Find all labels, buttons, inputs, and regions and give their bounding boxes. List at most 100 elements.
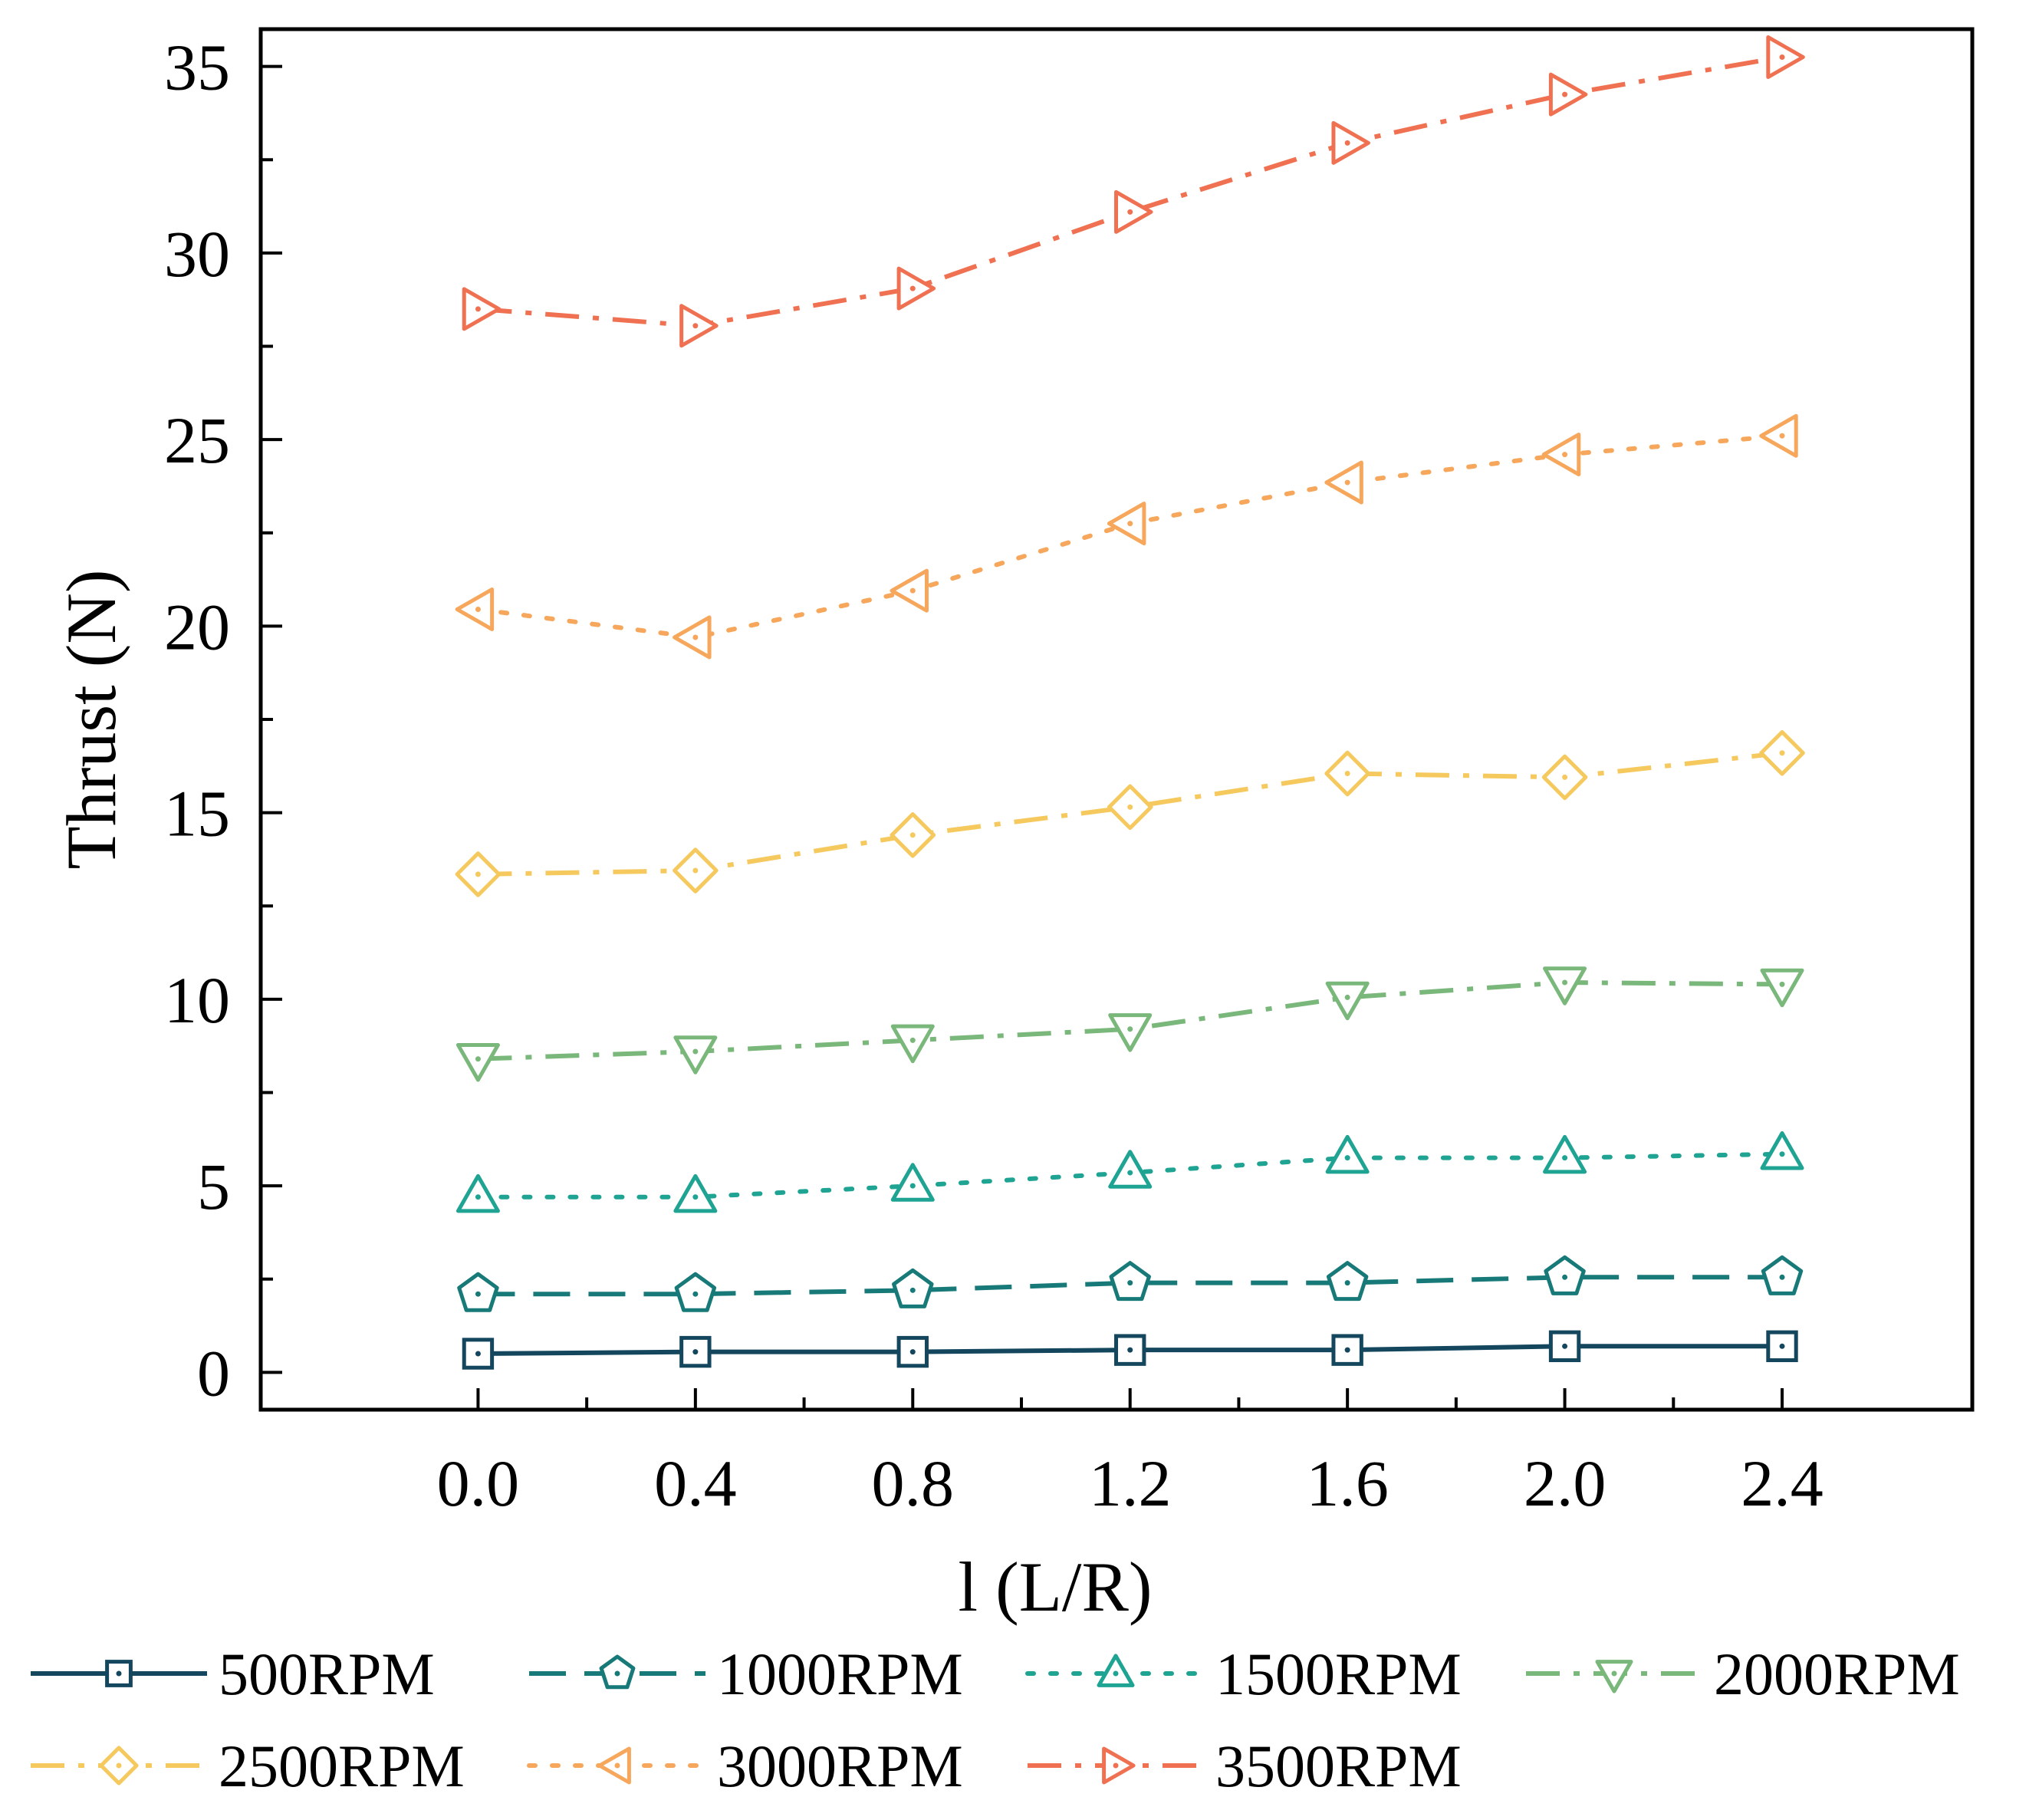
legend-label-2500rpm: 2500RPM bbox=[219, 1733, 465, 1799]
series-line-3500rpm bbox=[478, 54, 1783, 328]
legend-label-1500rpm: 1500RPM bbox=[1215, 1641, 1462, 1707]
data-point-1500rpm bbox=[1760, 1131, 1804, 1170]
data-point-3000rpm bbox=[673, 615, 712, 660]
data-point-2500rpm-center-dot bbox=[1344, 771, 1350, 777]
data-point-1500rpm-center-dot bbox=[1779, 1151, 1785, 1157]
data-point-2500rpm-center-dot bbox=[1562, 774, 1568, 780]
x-tick-label: 0.0 bbox=[437, 1446, 520, 1520]
legend-item-2000rpm: 2000RPM bbox=[1526, 1641, 1960, 1707]
legend-item-1000rpm: 1000RPM bbox=[529, 1641, 963, 1707]
data-point-1500rpm bbox=[1543, 1134, 1587, 1174]
data-point-1000rpm-center-dot bbox=[692, 1291, 699, 1297]
series-3500rpm bbox=[462, 35, 1805, 348]
data-point-2000rpm-center-dot bbox=[692, 1048, 699, 1055]
data-point-1500rpm bbox=[673, 1173, 718, 1213]
data-point-3500rpm bbox=[896, 266, 936, 311]
data-point-3500rpm-center-dot bbox=[1344, 140, 1350, 146]
data-point-3500rpm-center-dot bbox=[1779, 54, 1785, 60]
legend-marker-3000rpm-center-dot bbox=[614, 1762, 620, 1769]
data-point-1500rpm-center-dot bbox=[1344, 1155, 1350, 1161]
legend-label-3000rpm: 3000RPM bbox=[717, 1733, 963, 1799]
data-point-3500rpm bbox=[1548, 72, 1588, 117]
y-tick-label: 15 bbox=[164, 777, 230, 851]
data-point-1000rpm-center-dot bbox=[1779, 1274, 1785, 1280]
data-point-3000rpm-center-dot bbox=[1127, 521, 1133, 527]
x-tick-label: 2.0 bbox=[1524, 1446, 1607, 1520]
data-point-500rpm-center-dot bbox=[909, 1349, 916, 1355]
data-point-2500rpm-center-dot bbox=[1127, 804, 1133, 810]
data-point-1000rpm-center-dot bbox=[1344, 1280, 1350, 1286]
data-point-2000rpm-center-dot bbox=[1779, 981, 1785, 987]
data-point-1500rpm bbox=[1108, 1150, 1153, 1189]
legend-item-3500rpm: 3500RPM bbox=[1028, 1733, 1462, 1799]
data-point-3000rpm bbox=[455, 587, 495, 631]
legend-label-500rpm: 500RPM bbox=[219, 1641, 435, 1707]
legend: 500RPM 1000RPM 1500RPM 2000RPM 2500RPM 3000RP… bbox=[31, 1641, 1960, 1799]
data-point-3000rpm bbox=[890, 568, 929, 613]
data-point-1500rpm-center-dot bbox=[909, 1183, 916, 1189]
data-point-2000rpm bbox=[1760, 968, 1804, 1008]
data-point-3000rpm bbox=[1759, 413, 1798, 458]
y-tick-label: 25 bbox=[164, 403, 230, 477]
data-point-3500rpm-center-dot bbox=[692, 323, 699, 329]
x-axis-title: l (L/R) bbox=[959, 1548, 1153, 1626]
y-tick-label: 35 bbox=[164, 31, 230, 104]
data-point-500rpm-center-dot bbox=[1779, 1343, 1785, 1349]
series-2500rpm bbox=[455, 729, 1805, 897]
x-tick-label: 2.4 bbox=[1741, 1446, 1824, 1520]
legend-marker-2000rpm-center-dot bbox=[1611, 1670, 1617, 1677]
data-point-2000rpm bbox=[673, 1035, 718, 1075]
y-tick-label: 5 bbox=[197, 1150, 230, 1223]
y-axis-title: Thrust (N) bbox=[52, 570, 130, 870]
data-point-2500rpm-center-dot bbox=[692, 867, 699, 874]
axes-layer: 0 5 10 15 20 25 30 35 0.0 0.4 0.8 1.2 1.6 2.0 2.4 l (L/… bbox=[52, 27, 1975, 1626]
data-point-1500rpm-center-dot bbox=[475, 1194, 481, 1200]
data-point-500rpm-center-dot bbox=[692, 1349, 699, 1355]
series-3000rpm bbox=[455, 413, 1798, 660]
data-point-2000rpm-center-dot bbox=[1344, 994, 1350, 1000]
data-point-500rpm-center-dot bbox=[1127, 1347, 1133, 1353]
series-500rpm bbox=[462, 1330, 1798, 1370]
y-tick-label: 30 bbox=[164, 217, 230, 291]
data-point-1000rpm-center-dot bbox=[1127, 1280, 1133, 1286]
series-2000rpm bbox=[455, 966, 1804, 1082]
data-point-2000rpm-center-dot bbox=[475, 1056, 481, 1062]
legend-item-2500rpm: 2500RPM bbox=[31, 1733, 465, 1799]
legend-item-3000rpm: 3000RPM bbox=[527, 1733, 963, 1799]
data-point-2000rpm bbox=[455, 1043, 500, 1082]
data-point-500rpm-center-dot bbox=[1562, 1343, 1568, 1349]
legend-label-3500rpm: 3500RPM bbox=[1215, 1733, 1462, 1799]
x-tick-label: 1.6 bbox=[1306, 1446, 1389, 1520]
data-point-1500rpm bbox=[1325, 1134, 1370, 1174]
data-point-2000rpm bbox=[1543, 966, 1587, 1005]
data-point-3000rpm bbox=[1541, 433, 1581, 477]
legend-marker-1000rpm-center-dot bbox=[614, 1670, 620, 1677]
data-point-3500rpm bbox=[1766, 35, 1805, 79]
data-point-3500rpm-center-dot bbox=[475, 306, 481, 312]
data-point-2500rpm-center-dot bbox=[909, 832, 916, 838]
legend-label-2000rpm: 2000RPM bbox=[1714, 1641, 1960, 1707]
data-point-2500rpm-center-dot bbox=[475, 871, 481, 877]
x-tick-label: 0.4 bbox=[654, 1446, 737, 1520]
data-point-3500rpm bbox=[462, 287, 502, 331]
data-point-1000rpm-center-dot bbox=[909, 1287, 916, 1293]
legend-marker-1500rpm-center-dot bbox=[1113, 1670, 1119, 1677]
data-point-2000rpm-center-dot bbox=[909, 1037, 916, 1043]
data-point-3500rpm bbox=[679, 304, 719, 348]
legend-marker-3500rpm-center-dot bbox=[1113, 1762, 1119, 1769]
data-point-3500rpm bbox=[1114, 189, 1153, 234]
data-point-3000rpm-center-dot bbox=[909, 587, 916, 594]
legend-marker-500rpm-center-dot bbox=[116, 1670, 122, 1677]
legend-item-1500rpm: 1500RPM bbox=[1025, 1641, 1462, 1707]
data-point-2500rpm-center-dot bbox=[1779, 750, 1785, 756]
data-point-3500rpm-center-dot bbox=[1127, 209, 1133, 215]
legend-marker-2500rpm-center-dot bbox=[116, 1762, 122, 1769]
series-1500rpm bbox=[455, 1131, 1804, 1213]
data-point-3500rpm bbox=[1331, 120, 1370, 165]
data-point-2000rpm-center-dot bbox=[1562, 979, 1568, 986]
legend-marker-2000rpm bbox=[1595, 1660, 1633, 1693]
data-point-2000rpm bbox=[1325, 981, 1370, 1021]
data-point-2000rpm-center-dot bbox=[1127, 1026, 1133, 1032]
series-layer bbox=[455, 35, 1805, 1370]
